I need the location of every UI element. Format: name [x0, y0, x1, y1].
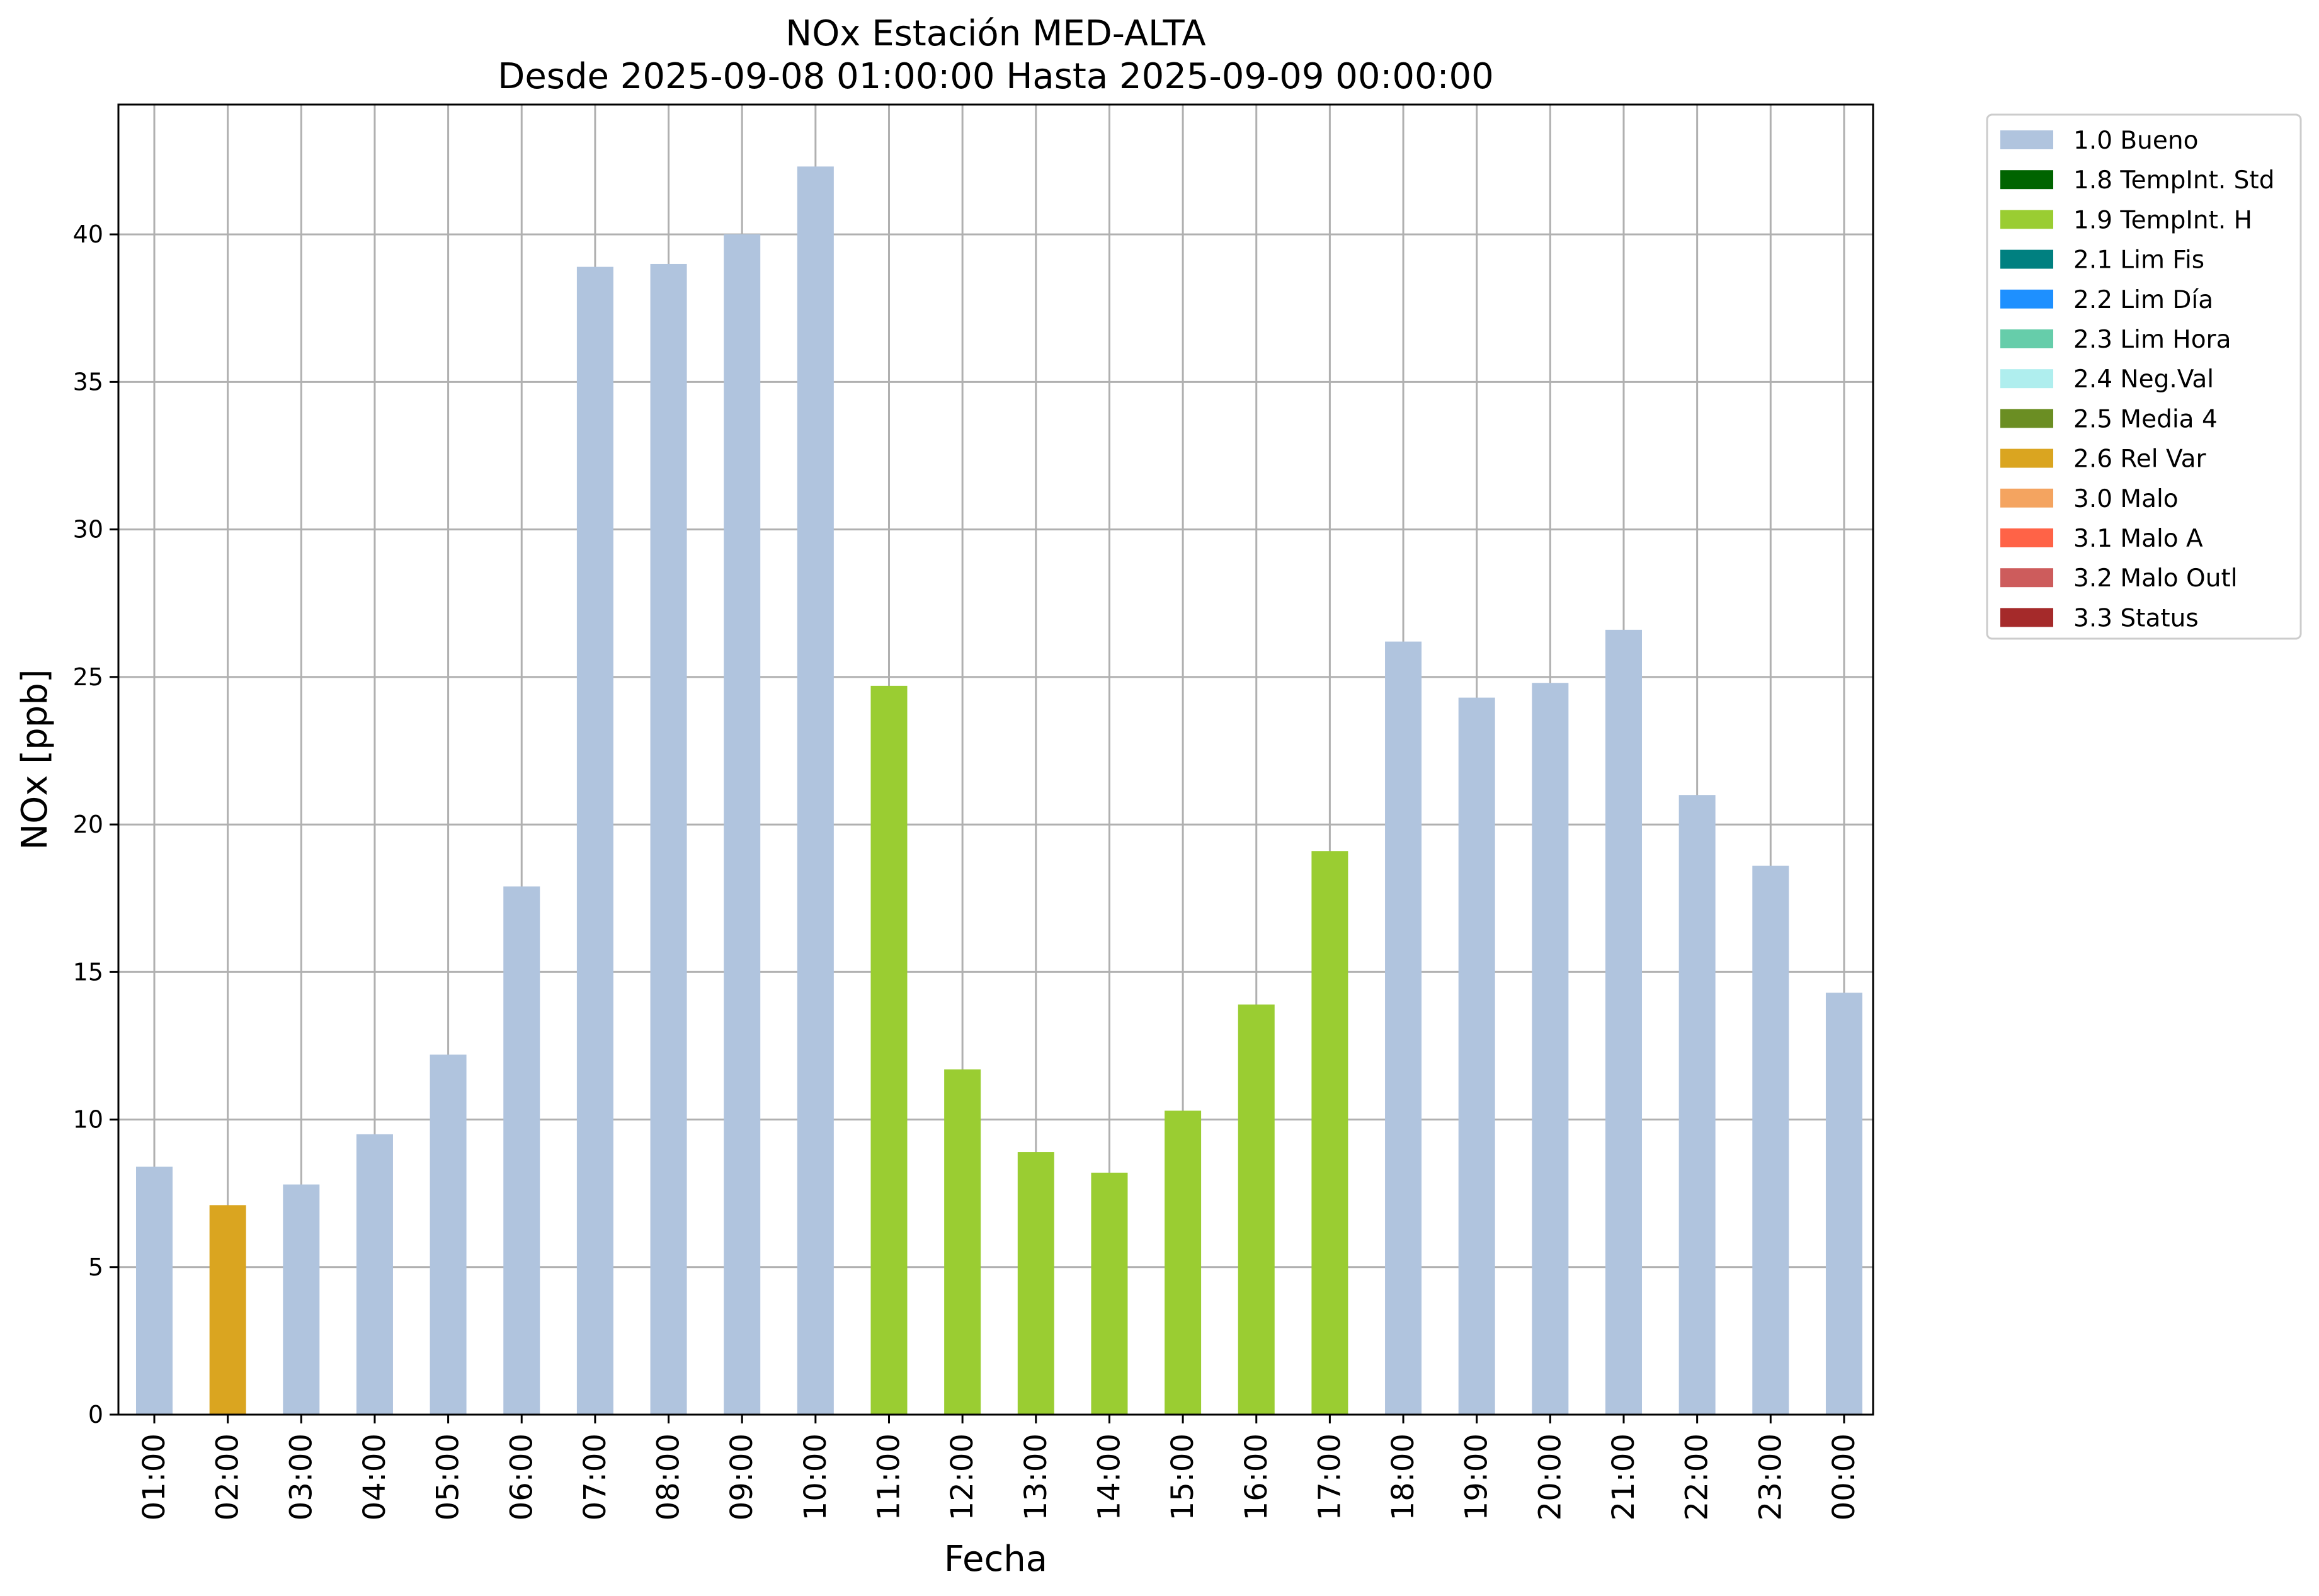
legend-swatch: [2000, 210, 2053, 229]
x-tick-label: 15:00: [1165, 1434, 1200, 1520]
bar-1100: [870, 685, 908, 1415]
chart-title: NOx Estación MED-ALTA: [785, 13, 1205, 54]
bar-2000: [1532, 683, 1569, 1415]
legend-swatch: [2000, 130, 2053, 149]
y-tick-label: 40: [73, 220, 103, 248]
legend-label: 1.9 TempInt. H: [2073, 206, 2252, 234]
x-tick-label: 20:00: [1532, 1434, 1568, 1520]
x-tick-label: 01:00: [137, 1434, 172, 1520]
bar-1200: [944, 1069, 981, 1415]
bar-2300: [1752, 865, 1789, 1415]
plot-area: [118, 105, 1873, 1415]
legend-label: 2.1 Lim Fis: [2073, 246, 2204, 275]
bar-0400: [356, 1134, 393, 1415]
bar-1700: [1311, 851, 1348, 1415]
legend-label: 2.6 Rel Var: [2073, 445, 2207, 474]
bar-1500: [1165, 1110, 1202, 1415]
legend-swatch: [2000, 329, 2053, 348]
legend: 1.0 Bueno 1.8 TempInt. Std 1.9 TempInt. H 2…: [1986, 113, 2302, 640]
x-tick-label: 23:00: [1753, 1434, 1788, 1520]
bar-2100: [1605, 629, 1642, 1415]
legend-label: 2.2 Lim Día: [2073, 286, 2213, 314]
y-tick-label: 35: [73, 368, 103, 396]
bar-0700: [576, 266, 613, 1415]
legend-swatch: [2000, 170, 2053, 190]
legend-label: 1.0 Bueno: [2073, 127, 2198, 155]
bar-1000: [797, 166, 834, 1415]
legend-label: 3.2 Malo Outl: [2073, 564, 2238, 593]
legend-swatch: [2000, 448, 2053, 468]
bar-0800: [650, 263, 687, 1415]
plot-frame: [117, 103, 1874, 1416]
y-axis: 0 5 10 15 20 25 30 35 40: [73, 220, 118, 1428]
bar-0000: [1825, 993, 1862, 1415]
x-tick-label: 06:00: [504, 1434, 539, 1520]
legend-box: [1986, 113, 2302, 640]
x-tick-label: 00:00: [1826, 1434, 1862, 1520]
x-tick-label: 02:00: [210, 1434, 246, 1520]
x-tick-label: 14:00: [1091, 1434, 1127, 1520]
chart-subtitle: Desde 2025-09-08 01:00:00 Hasta 2025-09-…: [498, 56, 1494, 97]
y-tick-label: 5: [88, 1253, 103, 1281]
legend-swatch: [2000, 409, 2053, 428]
y-axis-label: NOx [ppb]: [14, 669, 55, 850]
bar-1900: [1458, 697, 1495, 1415]
bar-0900: [724, 234, 761, 1415]
x-tick-label: 12:00: [945, 1434, 980, 1520]
legend-label: 2.4 Neg.Val: [2073, 365, 2214, 394]
legend-swatch: [2000, 289, 2053, 309]
x-tick-label: 04:00: [357, 1434, 392, 1520]
x-tick-label: 13:00: [1018, 1434, 1054, 1520]
x-tick-label: 08:00: [651, 1434, 687, 1520]
legend-swatch: [2000, 568, 2053, 588]
bar-0600: [503, 886, 540, 1415]
legend-label: 3.1 Malo A: [2073, 525, 2203, 553]
bars: [136, 166, 1862, 1415]
legend-swatch: [2000, 528, 2053, 547]
x-tick-label: 05:00: [431, 1434, 466, 1520]
bar-0300: [283, 1184, 320, 1415]
y-tick-label: 20: [73, 811, 103, 838]
legend-label: 2.5 Media 4: [2073, 405, 2218, 433]
legend-swatch: [2000, 249, 2053, 269]
y-tick-label: 15: [73, 958, 103, 986]
legend-label: 1.8 TempInt. Std: [2073, 166, 2274, 195]
legend-label: 3.3 Status: [2073, 604, 2199, 632]
y-tick-label: 10: [73, 1106, 103, 1134]
y-tick-label: 25: [73, 663, 103, 691]
x-tick-label: 19:00: [1459, 1434, 1495, 1520]
x-tick-label: 10:00: [798, 1434, 833, 1520]
bar-2200: [1678, 795, 1716, 1415]
x-tick-label: 22:00: [1680, 1434, 1715, 1520]
bar-0100: [136, 1166, 173, 1415]
bar-1400: [1091, 1172, 1128, 1415]
x-tick-label: 03:00: [283, 1434, 319, 1520]
x-tick-label: 11:00: [872, 1434, 907, 1520]
legend-swatch: [2000, 488, 2053, 508]
bar-1800: [1385, 641, 1422, 1415]
bar-0200: [209, 1205, 246, 1415]
bar-1600: [1238, 1004, 1275, 1415]
legend-swatch: [2000, 369, 2053, 389]
x-tick-label: 18:00: [1386, 1434, 1421, 1520]
legend-swatch: [2000, 608, 2053, 627]
x-tick-label: 21:00: [1606, 1434, 1641, 1520]
x-axis-label: Fecha: [944, 1539, 1047, 1580]
y-tick-label: 0: [88, 1401, 103, 1428]
bar-0500: [430, 1054, 467, 1415]
legend-label: 2.3 Lim Hora: [2073, 326, 2231, 354]
x-axis: 01:00 02:00 03:00 04:00 05:00 06:00 07:00 08:00…: [137, 1415, 1862, 1520]
x-tick-label: 07:00: [578, 1434, 613, 1520]
x-tick-label: 16:00: [1239, 1434, 1274, 1520]
y-tick-label: 30: [73, 516, 103, 544]
legend-label: 3.0 Malo: [2073, 485, 2179, 513]
x-tick-label: 09:00: [724, 1434, 760, 1520]
x-tick-label: 17:00: [1312, 1434, 1347, 1520]
bar-1300: [1017, 1152, 1054, 1415]
